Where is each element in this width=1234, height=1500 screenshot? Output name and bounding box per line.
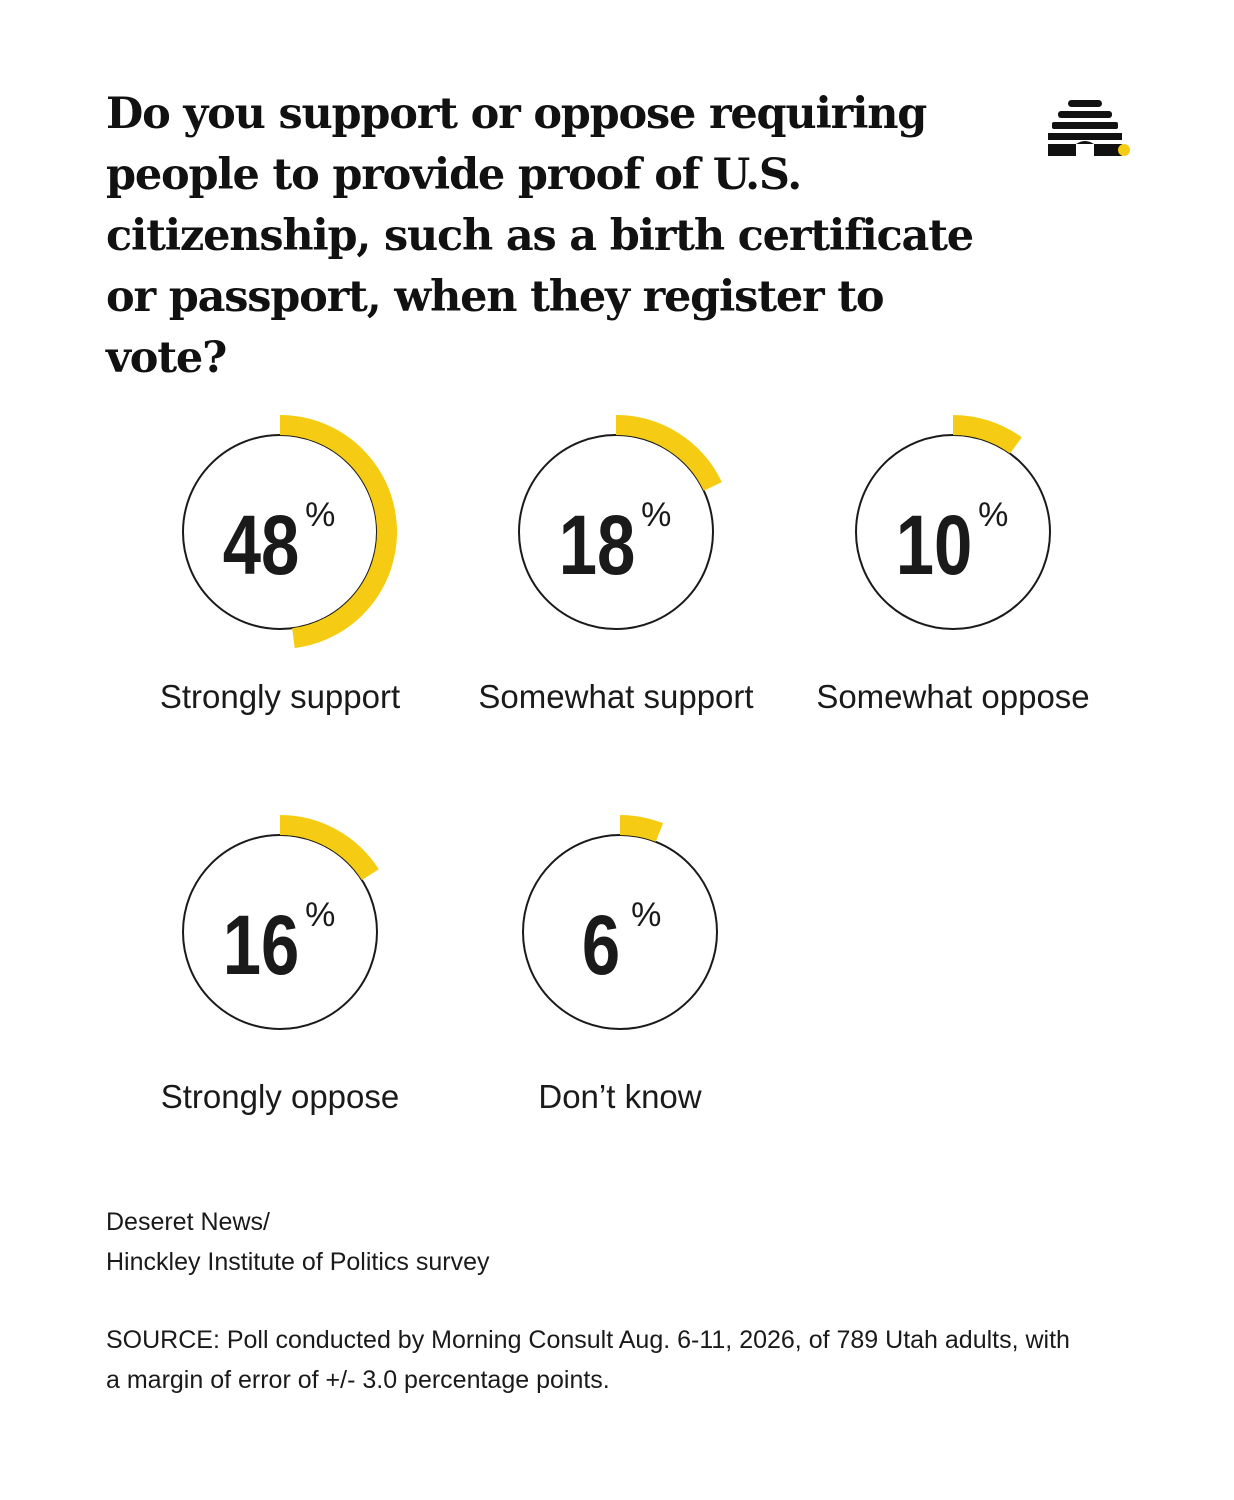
ring-group-somewhat-oppose: 10 % Somewhat oppose (816, 415, 1090, 715)
value-arc (615, 415, 722, 491)
percent-sign: % (305, 896, 335, 934)
value-arc (279, 815, 379, 881)
category-label: Strongly support (160, 678, 400, 715)
credit-line-1: Deseret News/ (106, 1208, 270, 1236)
ring-group-strongly-support: 48 % Strongly support (160, 415, 400, 715)
credit-line-2: Hinckley Institute of Politics survey (106, 1248, 490, 1276)
category-label: Don’t know (538, 1078, 701, 1115)
value-arc (279, 415, 397, 649)
category-label: Somewhat support (478, 678, 753, 715)
percent-sign: % (978, 496, 1008, 534)
ring-group-strongly-oppose: 16 % Strongly oppose (161, 815, 400, 1115)
percent-sign: % (641, 496, 671, 534)
chart-title: Do you support or oppose requiring peopl… (106, 89, 974, 383)
value-label: 10 (896, 499, 973, 593)
category-label: Somewhat oppose (816, 678, 1089, 715)
value-label: 18 (559, 499, 636, 593)
chart-area: 48 % Strongly support 18 % Somewhat support 10… (160, 415, 1090, 1115)
credit: Deseret News/ Hinckley Institute of Poli… (106, 1202, 489, 1282)
category-label: Strongly oppose (161, 1078, 400, 1115)
percent-sign: % (631, 896, 661, 934)
ring-outline (522, 834, 718, 1030)
beehive-icon (1048, 100, 1130, 156)
source-note: SOURCE: Poll conducted by Morning Consul… (106, 1326, 1070, 1394)
value-arc (619, 815, 664, 842)
value-arc (952, 415, 1022, 454)
percent-sign: % (305, 496, 335, 534)
ring-group-don-t-know: 6 % Don’t know (522, 815, 718, 1115)
value-label: 16 (223, 899, 300, 993)
value-label: 48 (223, 499, 300, 593)
ring-group-somewhat-support: 18 % Somewhat support (478, 415, 754, 715)
value-label: 6 (582, 899, 620, 993)
